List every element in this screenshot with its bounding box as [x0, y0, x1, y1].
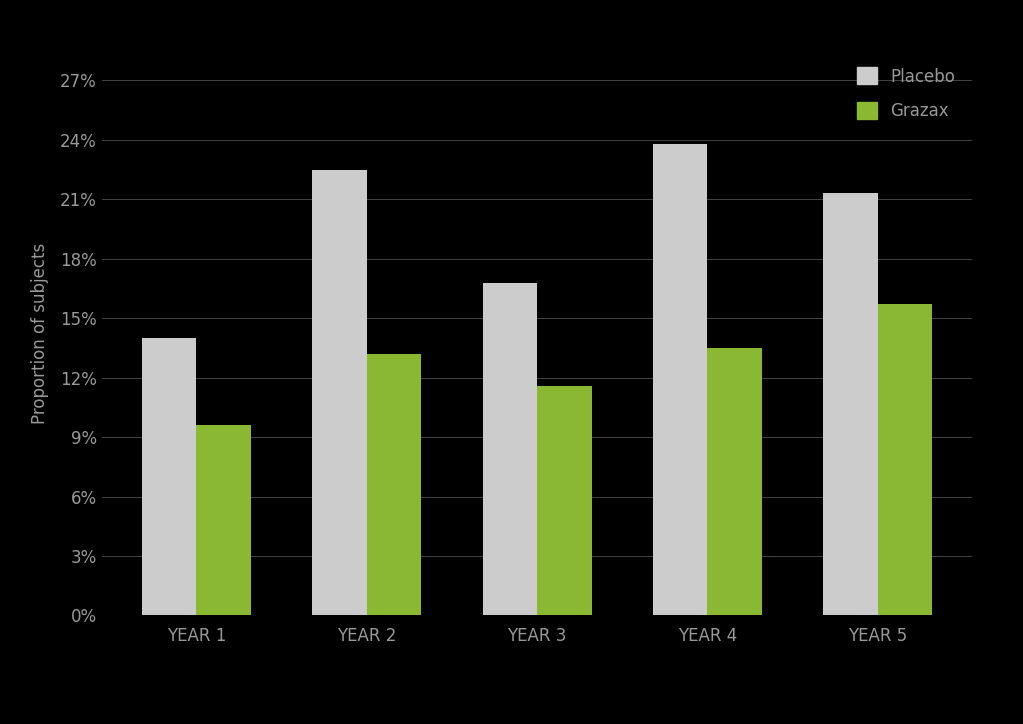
Bar — [142, 338, 196, 615]
Bar — [878, 304, 932, 615]
Bar — [653, 144, 708, 615]
Y-axis label: Proportion of subjects: Proportion of subjects — [31, 243, 49, 424]
Bar — [824, 193, 878, 615]
Legend: Placebo, Grazax: Placebo, Grazax — [849, 59, 964, 129]
Bar — [483, 282, 537, 615]
Bar — [196, 425, 251, 615]
Bar — [537, 386, 591, 615]
Bar — [708, 348, 762, 615]
Bar — [312, 169, 366, 615]
Bar — [366, 354, 421, 615]
